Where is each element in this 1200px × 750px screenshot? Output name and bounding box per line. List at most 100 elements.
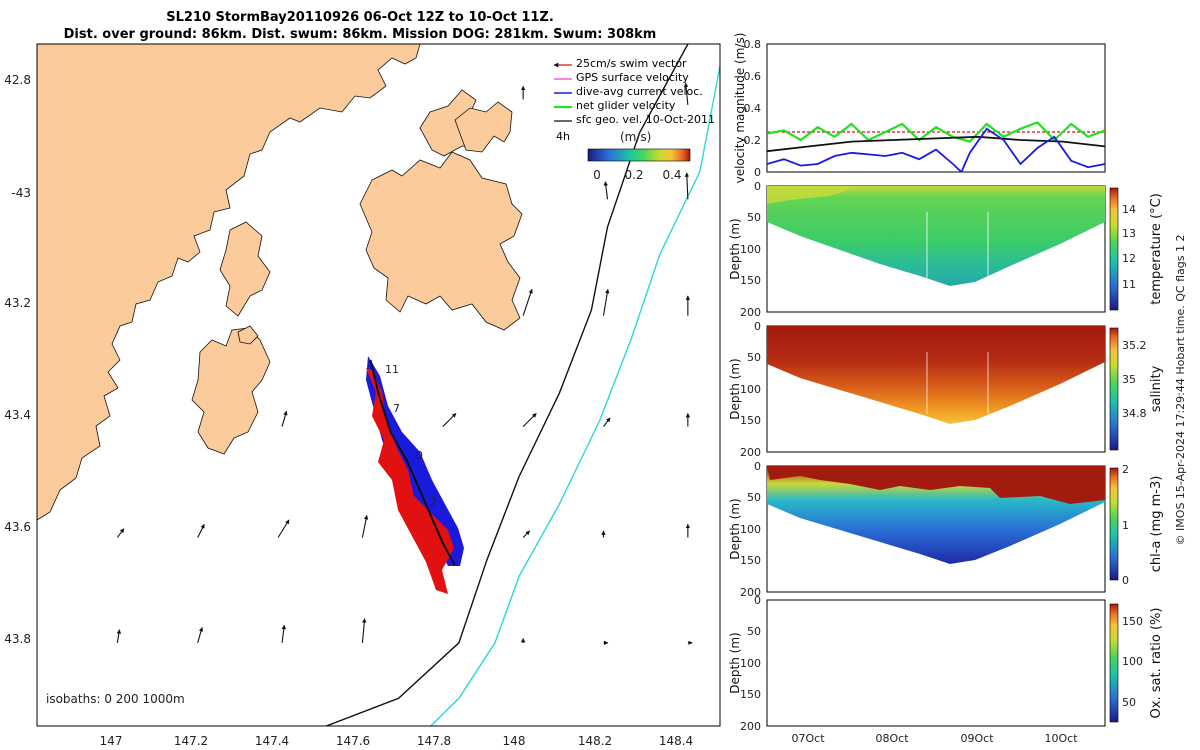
map-xtick: 147.8 <box>417 734 451 748</box>
map-ytick: 42.8 <box>4 73 31 87</box>
sal-cbtick: 35.2 <box>1122 339 1147 352</box>
sal-gaps <box>926 352 989 414</box>
legend-net-label: net glider velocity <box>576 99 676 112</box>
legend-sfc-label: sfc geo. vel. 10-Oct-2011 <box>576 113 715 126</box>
land-mainland <box>37 44 421 521</box>
map-colorbar-tick: 0.2 <box>624 168 643 182</box>
oxy-ytick: 50 <box>747 625 761 638</box>
chla-colorbar <box>1109 467 1119 581</box>
land-forestier-peninsula <box>359 151 523 331</box>
sfc-vector-arrow <box>522 288 533 316</box>
land-bruny-east <box>219 221 271 317</box>
time-xtick: 07Oct <box>791 732 825 745</box>
map-xtick: 148 <box>503 734 526 748</box>
legend-4h: 4h <box>556 130 570 143</box>
sfc-vector-arrow <box>277 519 290 538</box>
vel-ytick: 0.2 <box>744 134 762 147</box>
chla-ylabel: Depth (m) <box>728 498 742 559</box>
sfc-vector-arrow <box>603 181 609 200</box>
sfc-vector-arrow <box>522 530 531 538</box>
chla-ytick: 50 <box>747 491 761 504</box>
sal-cbtick: 34.8 <box>1122 407 1147 420</box>
map-colorbar-tick: 0 <box>593 168 601 182</box>
sal-ytick: 150 <box>740 414 761 427</box>
sfc-vector-arrow <box>684 172 690 200</box>
salinity-panel: 0 50 100 150 200 Depth (m) 34.8 35 35.2 … <box>728 320 1164 459</box>
chla-ytick: 0 <box>754 460 761 473</box>
temp-cblabel: temperature (°C) <box>1149 193 1164 305</box>
chla-cbtick: 1 <box>1122 519 1129 532</box>
temp-gaps <box>926 212 989 278</box>
sfc-vector-arrow <box>281 624 286 643</box>
sal-ytick: 50 <box>747 351 761 364</box>
velocity-panel: 0.8 0.6 0.4 0.2 0 velocity magnitude (m/… <box>733 33 1106 183</box>
sfc-vector-arrow <box>522 412 537 427</box>
temp-cbtick: 11 <box>1122 278 1136 291</box>
track-label-0: 0 <box>416 449 423 462</box>
oxy-ytick: 0 <box>754 594 761 607</box>
sal-section <box>767 326 1105 424</box>
track-label-2: 2 <box>430 496 437 509</box>
chla-cbtick: 2 <box>1122 463 1129 476</box>
oxy-frame <box>766 599 1106 727</box>
credit-text: © IMOS 15-Apr-2024 17:29:44 Hobart time.… <box>1174 235 1187 546</box>
temp-ytick: 0 <box>754 180 761 193</box>
sfc-vector-arrow <box>361 618 367 643</box>
colorbar-units: (m/s) <box>620 130 651 144</box>
oxy-cbtick: 50 <box>1122 696 1136 709</box>
legend-gps-label: GPS surface velocity <box>576 71 689 84</box>
legend-swim-label: 25cm/s swim vector <box>576 57 687 70</box>
map-ytick: 43.4 <box>4 408 31 422</box>
map-legend: 25cm/s swim vector GPS surface velocity … <box>553 57 715 182</box>
map-xtick: 148.2 <box>578 734 612 748</box>
oxy-colorbar <box>1109 603 1119 723</box>
swim-vector-band <box>366 368 454 594</box>
vel-ytick: 0.8 <box>744 38 762 51</box>
chart-title-line1: SL210 StormBay20110926 06-Oct 12Z to 10-… <box>166 10 554 25</box>
chla-bloom <box>767 466 1105 504</box>
map-xtick: 147.6 <box>336 734 370 748</box>
map-ytick: -43 <box>11 186 31 200</box>
temp-surface-warm <box>767 186 860 204</box>
chla-ytick: 200 <box>740 586 761 599</box>
temp-cbtick: 14 <box>1122 203 1136 216</box>
series-line-net-glider-velocity <box>767 121 1105 143</box>
sfc-vector-arrow <box>683 82 689 106</box>
dive-avg-current-band <box>366 356 464 566</box>
land-tasman-peninsula <box>454 101 513 153</box>
velocity-frame <box>766 43 1106 173</box>
sfc-vector-arrow <box>442 412 457 427</box>
chla-ytick: 150 <box>740 554 761 567</box>
vel-ytick: 0 <box>754 166 761 179</box>
chla-cblabel: chl-a (mg m-3) <box>1149 476 1164 573</box>
sfc-geo-vectors <box>116 82 693 646</box>
oxy-cbtick: 150 <box>1122 615 1143 628</box>
sal-ytick: 200 <box>740 446 761 459</box>
map-ytick: 43.8 <box>4 632 31 646</box>
temperature-panel: 0 50 100 150 200 Depth (m) 11 12 13 14 t… <box>728 180 1164 319</box>
oxy-ytick: 150 <box>740 688 761 701</box>
sal-colorbar <box>1109 327 1119 451</box>
time-xtick: 09Oct <box>960 732 994 745</box>
sfc-vector-arrow <box>602 288 610 316</box>
track-label-11: 11 <box>385 363 399 376</box>
sal-ylabel: Depth (m) <box>728 358 742 419</box>
map-xtick: 147.2 <box>174 734 208 748</box>
map-xticks: 147 147.2 147.4 147.6 147.8 148 148.2 14… <box>100 734 694 748</box>
sal-ytick: 100 <box>740 383 761 396</box>
temp-ytick: 100 <box>740 243 761 256</box>
chla-cbtick: 0 <box>1122 574 1129 587</box>
chla-ytick: 100 <box>740 523 761 536</box>
sal-ytick: 0 <box>754 320 761 333</box>
sfc-vector-arrow <box>116 528 125 538</box>
sfc-vector-arrow <box>116 629 122 643</box>
velocity-series <box>767 121 1105 172</box>
temp-cbtick: 12 <box>1122 252 1136 265</box>
map-colorbar-tick: 0.4 <box>662 168 681 182</box>
sal-cblabel: salinity <box>1149 365 1164 412</box>
map-panel: 11 7 0 2 147 147.2 147.4 147.6 147.8 148… <box>4 43 721 748</box>
sfc-vector-arrow <box>281 410 288 427</box>
isobaths-label: isobaths: 0 200 1000m <box>46 692 185 706</box>
oxy-ytick: 200 <box>740 720 761 733</box>
